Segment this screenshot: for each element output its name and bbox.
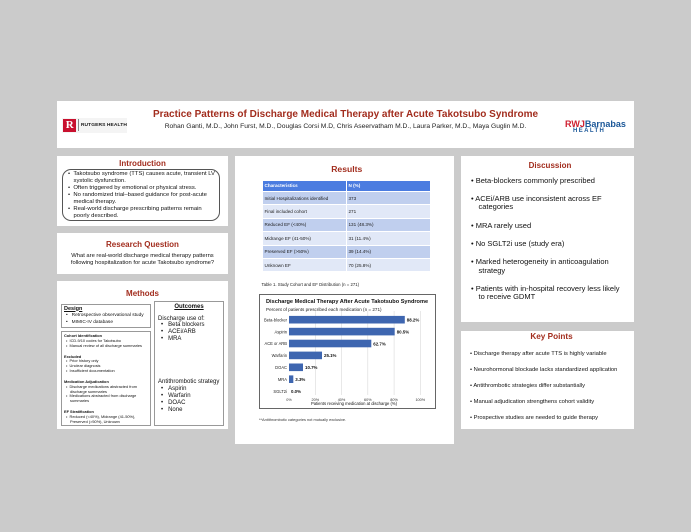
svg-text:10.7%: 10.7% (305, 365, 318, 370)
svg-text:3.3%: 3.3% (295, 377, 305, 382)
svg-text:0%: 0% (286, 398, 292, 402)
svg-text:25.1%: 25.1% (324, 353, 337, 358)
svg-text:80.5%: 80.5% (397, 329, 410, 334)
svg-text:Warfarin: Warfarin (272, 353, 288, 358)
svg-text:80%: 80% (390, 398, 398, 402)
svg-text:Beta-blocker: Beta-blocker (264, 317, 288, 322)
svg-text:Patients receiving medication: Patients receiving medication at dischar… (311, 401, 398, 406)
svg-text:60%: 60% (364, 398, 372, 402)
svg-text:40%: 40% (338, 398, 346, 402)
svg-text:DOAC: DOAC (275, 365, 287, 370)
svg-text:88.2%: 88.2% (407, 318, 420, 323)
svg-text:ACE or ARB: ACE or ARB (264, 341, 287, 346)
svg-text:0.0%: 0.0% (291, 389, 301, 394)
svg-text:SGLT2i: SGLT2i (273, 389, 287, 394)
svg-text:Aspirin: Aspirin (274, 329, 287, 334)
svg-text:100%: 100% (415, 398, 425, 402)
svg-text:62.7%: 62.7% (373, 341, 386, 346)
svg-text:20%: 20% (311, 398, 319, 402)
svg-text:MRA: MRA (278, 377, 287, 382)
